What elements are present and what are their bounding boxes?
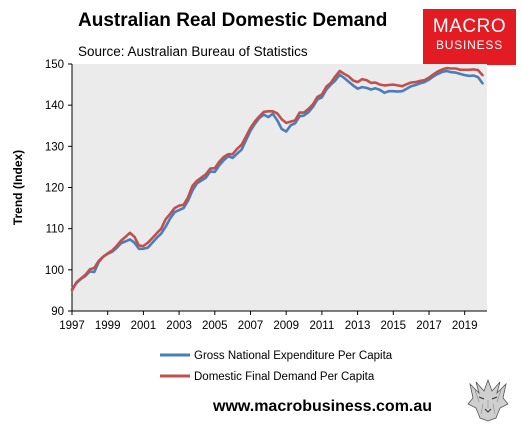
x-tick-label: 1997 xyxy=(59,320,85,332)
y-axis-label: Trend (Index) xyxy=(11,150,25,225)
chart-title: Australian Real Domestic Demand xyxy=(78,10,388,31)
x-tick-label: 2015 xyxy=(380,320,406,332)
y-tick-label: 140 xyxy=(45,100,64,112)
y-tick-label: 110 xyxy=(46,224,64,236)
y-tick-label: 100 xyxy=(45,265,64,277)
series-line-1 xyxy=(70,69,484,291)
x-tick-label: 2009 xyxy=(273,320,299,332)
x-tick-label: 2019 xyxy=(452,320,478,332)
chart-source: Source: Australian Bureau of Statistics xyxy=(78,44,308,59)
x-tick-label: 2001 xyxy=(131,320,157,332)
plot-area xyxy=(72,64,487,311)
x-tick-label: 2013 xyxy=(345,320,371,332)
x-tick-label: 2007 xyxy=(238,320,264,332)
series-line-2 xyxy=(70,66,484,292)
x-tick-label: 2011 xyxy=(310,320,335,332)
legend-label-1: Gross National Expenditure Per Capita xyxy=(194,350,393,362)
x-tick-label: 2005 xyxy=(202,320,228,332)
wolf-illustration xyxy=(465,378,511,422)
y-tick-label: 90 xyxy=(51,306,64,318)
x-tick-label: 2017 xyxy=(416,320,442,332)
y-tick-label: 150 xyxy=(45,59,64,71)
website-url: www.macrobusiness.com.au xyxy=(213,398,433,415)
x-tick-label: 1999 xyxy=(95,320,121,332)
x-tick-label: 2003 xyxy=(166,320,192,332)
legend-label-2: Domestic Final Demand Per Capita xyxy=(194,371,375,383)
logo-line2: BUSINESS xyxy=(435,38,504,52)
y-tick-label: 130 xyxy=(45,141,64,153)
y-tick-label: 120 xyxy=(45,183,64,195)
logo-line1: MACRO xyxy=(432,16,507,37)
macrobusiness-logo: MACRO BUSINESS xyxy=(423,9,516,65)
